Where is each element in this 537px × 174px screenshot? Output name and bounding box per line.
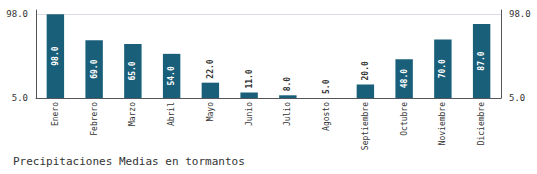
svg-text:Julio: Julio <box>283 102 292 126</box>
svg-text:Febrero: Febrero <box>90 102 99 136</box>
svg-text:Marzo: Marzo <box>128 102 137 126</box>
svg-text:Abril: Abril <box>167 102 176 126</box>
svg-text:5.0: 5.0 <box>322 79 331 94</box>
svg-text:Precipitaciones Medias en torm: Precipitaciones Medias en tormantos <box>13 155 245 168</box>
svg-text:Mayo: Mayo <box>206 102 215 121</box>
svg-text:5.0: 5.0 <box>509 93 525 103</box>
svg-text:22.0: 22.0 <box>206 59 215 78</box>
svg-text:98.0: 98.0 <box>51 46 60 65</box>
svg-text:5.0: 5.0 <box>12 93 28 103</box>
svg-text:65.0: 65.0 <box>128 61 137 80</box>
svg-text:Enero: Enero <box>51 102 60 126</box>
svg-text:8.0: 8.0 <box>283 77 292 92</box>
svg-text:87.0: 87.0 <box>477 51 486 70</box>
svg-text:98.0: 98.0 <box>509 9 531 19</box>
svg-text:20.0: 20.0 <box>361 61 370 80</box>
svg-text:Diciembre: Diciembre <box>477 102 486 146</box>
svg-text:48.0: 48.0 <box>400 69 409 88</box>
svg-text:98.0: 98.0 <box>6 9 28 19</box>
svg-text:54.0: 54.0 <box>167 66 176 85</box>
svg-text:70.0: 70.0 <box>438 59 447 78</box>
svg-text:Junio: Junio <box>245 102 254 126</box>
svg-text:11.0: 11.0 <box>245 69 254 88</box>
svg-text:Agosto: Agosto <box>322 102 331 131</box>
svg-text:Octubre: Octubre <box>400 102 409 136</box>
svg-text:Septiembre: Septiembre <box>361 102 370 150</box>
svg-text:Noviembre: Noviembre <box>438 102 447 146</box>
svg-text:69.0: 69.0 <box>90 59 99 78</box>
